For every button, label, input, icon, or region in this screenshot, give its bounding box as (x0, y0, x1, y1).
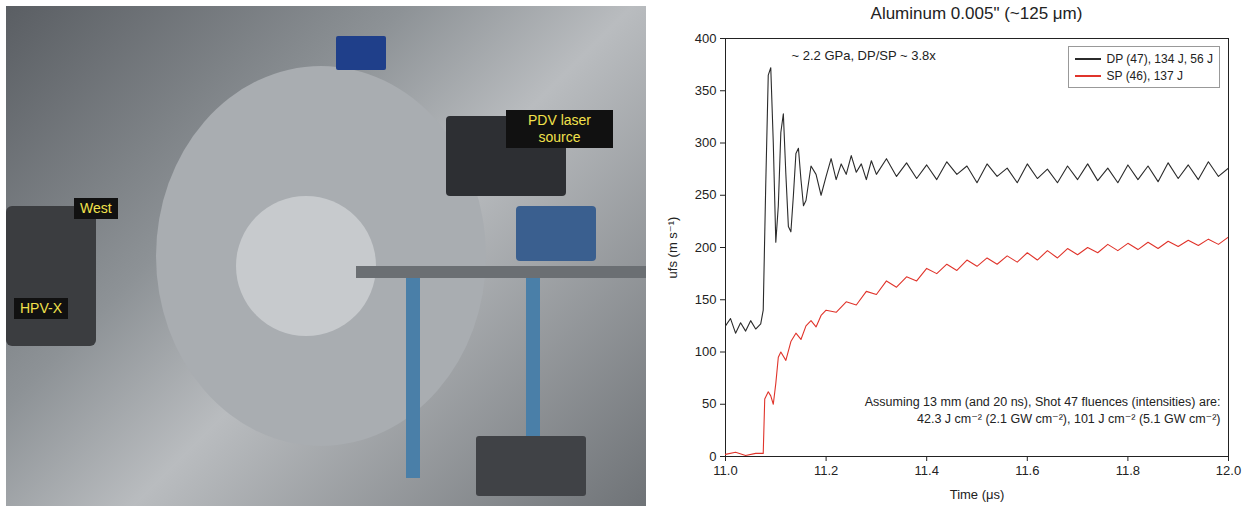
html-text:PDV laser source: PDV laser source (528, 112, 591, 145)
svg-text:11.4: 11.4 (915, 463, 939, 478)
svg-text:350: 350 (695, 83, 717, 98)
svg-text:Time (μs): Time (μs) (950, 487, 1005, 502)
svg-text:50: 50 (702, 396, 716, 411)
svg-text:42.3 J cm⁻² (2.1 GW cm⁻²), 101: 42.3 J cm⁻² (2.1 GW cm⁻²), 101 J cm⁻² (5… (917, 412, 1221, 426)
html-text:HPV-X: HPV-X (20, 300, 62, 316)
svg-text:0: 0 (709, 449, 716, 464)
svg-text:400: 400 (695, 31, 717, 46)
html-text:Aluminum 0.005" (~125 μm): Aluminum 0.005" (~125 μm) (870, 4, 1083, 23)
svg-text:11.0: 11.0 (713, 463, 737, 478)
svg-text:11.2: 11.2 (814, 463, 838, 478)
svg-text:200: 200 (695, 240, 717, 255)
html-text:DP (47), 134 J, 56 J: DP (47), 134 J, 56 J (1106, 51, 1213, 66)
svg-text:300: 300 (695, 135, 717, 150)
svg-text:Assuming 13 mm (and 20 ns), Sh: Assuming 13 mm (and 20 ns), Shot 47 flue… (865, 395, 1221, 409)
svg-text:11.8: 11.8 (1116, 463, 1140, 478)
svg-text:11.6: 11.6 (1015, 463, 1039, 478)
svg-text:12.0: 12.0 (1216, 463, 1241, 478)
svg-text:ufs (m s⁻¹): ufs (m s⁻¹) (665, 217, 680, 279)
html-text:West: West (80, 200, 112, 216)
html-text:SP (46), 137 J: SP (46), 137 J (1106, 68, 1183, 83)
svg-text:250: 250 (695, 187, 717, 202)
svg-text:100: 100 (695, 344, 717, 359)
svg-text:150: 150 (695, 292, 717, 307)
svg-text:~ 2.2 GPa, DP/SP ~ 3.8x: ~ 2.2 GPa, DP/SP ~ 3.8x (792, 48, 937, 63)
